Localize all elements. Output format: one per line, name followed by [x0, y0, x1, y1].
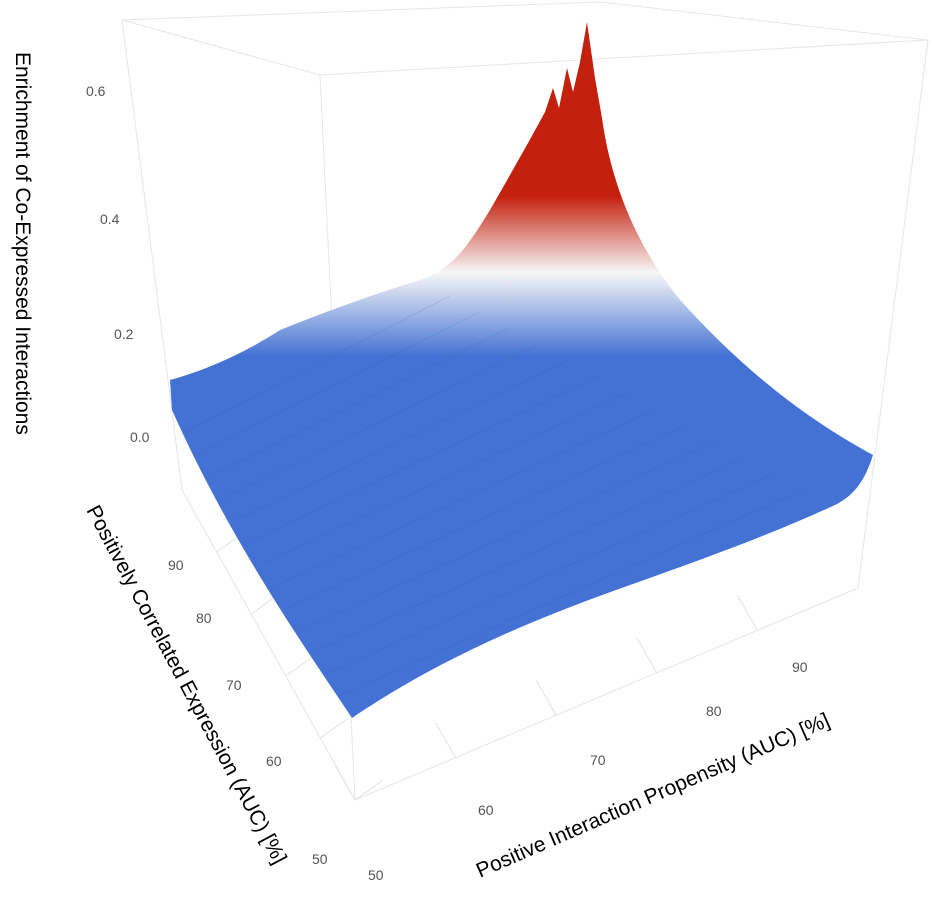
x-grid-line [736, 595, 758, 631]
z-tick-label: 0.4 [100, 211, 120, 227]
surface-texture-line [184, 295, 450, 433]
z-tick-label: 0.2 [114, 326, 134, 342]
x-tick-label: 50 [368, 867, 384, 883]
x-tick-label: 60 [478, 802, 494, 818]
y-tick-label: 50 [312, 851, 328, 867]
surface-texture-line [236, 360, 569, 521]
surface-texture-line [339, 488, 806, 697]
x-grid-line [535, 679, 557, 716]
surface-texture-line [313, 456, 747, 653]
y-tick-label: 80 [196, 610, 212, 626]
surface-texture-line [300, 440, 717, 631]
z-axis-label: Enrichment of Co-Expressed Interactions [11, 52, 34, 435]
y-tick-label: 60 [266, 753, 282, 769]
surface-texture-line [261, 392, 628, 565]
surface-texture-line [249, 376, 598, 543]
z-tick-label: 0.0 [130, 429, 150, 445]
x-grid-line [334, 764, 356, 801]
surface-texture [184, 295, 806, 697]
surface-mesh [170, 22, 873, 718]
surface-texture-line [274, 408, 658, 587]
z-tick-label: 0.6 [86, 83, 106, 99]
x-tick-label: 90 [792, 659, 808, 675]
y-grid-line [320, 717, 349, 739]
surface-texture-line [197, 311, 480, 455]
x-grid-line [636, 637, 658, 674]
y-tick-labels: 50 60 70 80 90 [168, 557, 328, 867]
x-grid-line [435, 722, 457, 758]
surface-texture-line [223, 344, 539, 499]
y-tick-label: 90 [168, 557, 184, 573]
surface-texture-line [210, 327, 510, 477]
z-tick-labels: 0.0 0.2 0.4 0.6 [86, 83, 150, 445]
y-tick-label: 70 [226, 677, 242, 693]
surface-texture-line [326, 472, 776, 675]
surface-texture-line [287, 424, 687, 609]
x-tick-label: 80 [706, 703, 722, 719]
x-tick-label: 70 [590, 752, 606, 768]
y-grid-line [285, 655, 315, 677]
x-axis-label: Positive Interaction Propensity (AUC) [%… [473, 709, 833, 883]
y-grid-line [354, 779, 384, 801]
x-tick-labels: 50 60 70 80 90 [368, 659, 808, 883]
